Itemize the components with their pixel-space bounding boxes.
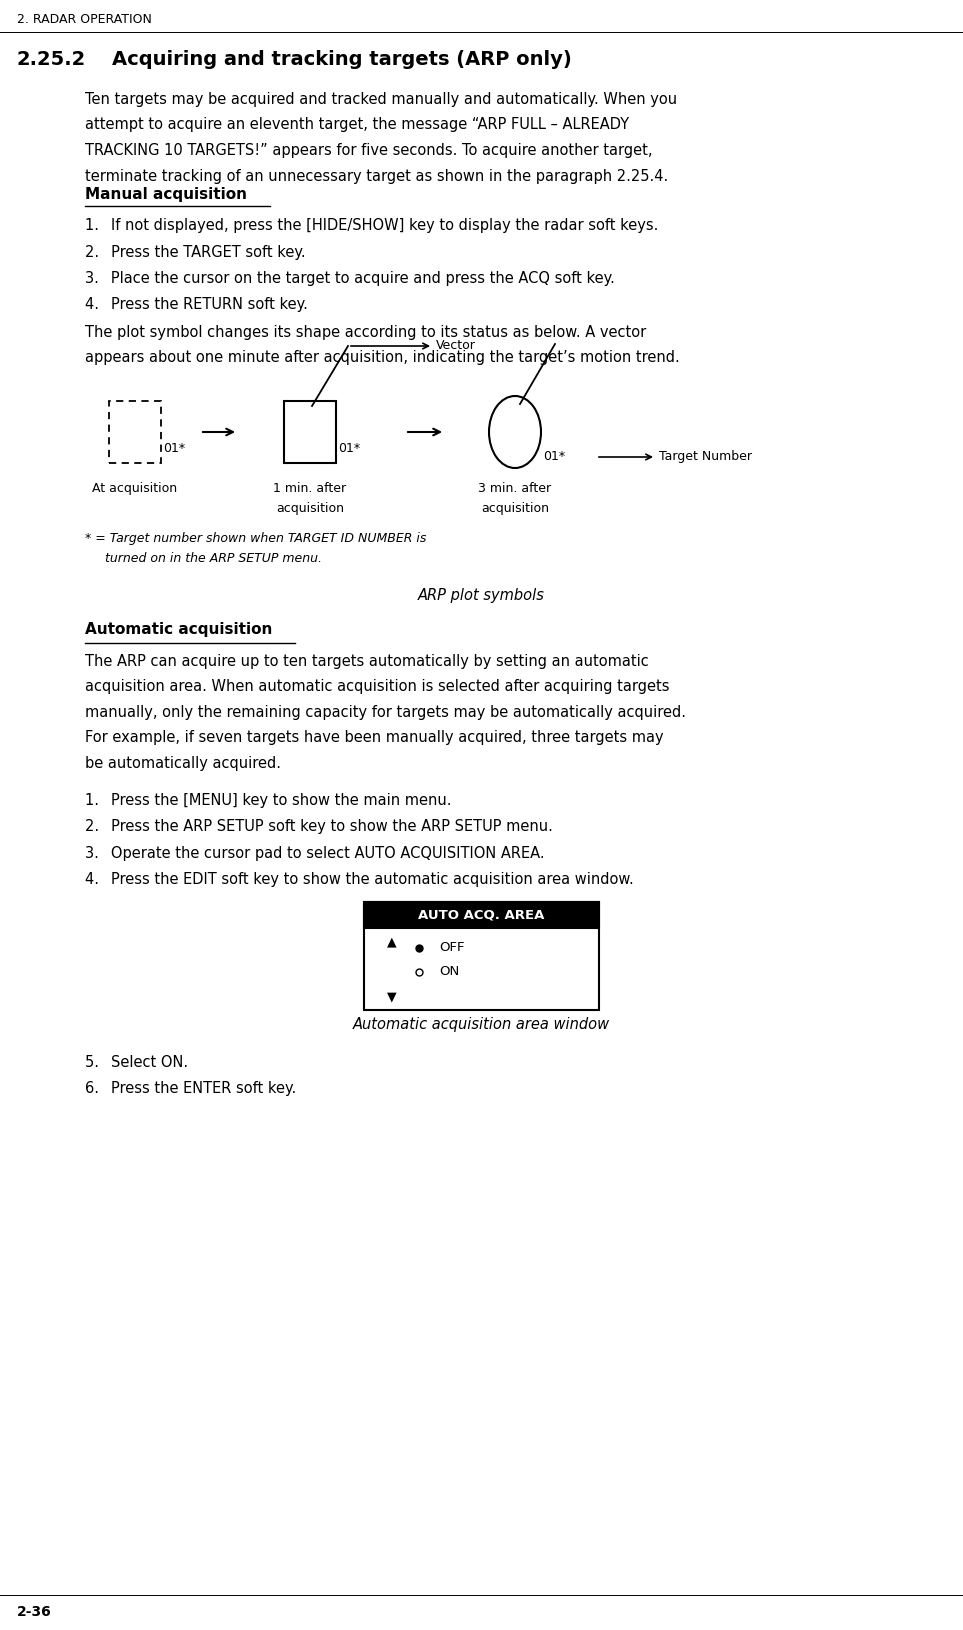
Text: acquisition: acquisition — [481, 502, 549, 515]
Text: AUTO ACQ. AREA: AUTO ACQ. AREA — [418, 908, 545, 921]
Bar — [109, 401, 161, 463]
Text: 01*: 01* — [163, 442, 185, 455]
Text: 2.25.2: 2.25.2 — [17, 51, 87, 68]
Text: ▼: ▼ — [387, 991, 397, 1004]
Text: 1.  Press the [MENU] key to show the main menu.: 1. Press the [MENU] key to show the main… — [85, 794, 452, 808]
Text: Acquiring and tracking targets (ARP only): Acquiring and tracking targets (ARP only… — [112, 51, 572, 68]
Text: 4.  Press the RETURN soft key.: 4. Press the RETURN soft key. — [85, 298, 308, 313]
Text: turned on in the ARP SETUP menu.: turned on in the ARP SETUP menu. — [85, 553, 322, 566]
Text: Manual acquisition: Manual acquisition — [85, 187, 247, 202]
Text: TRACKING 10 TARGETS!” appears for five seconds. To acquire another target,: TRACKING 10 TARGETS!” appears for five s… — [85, 143, 653, 158]
Bar — [364, 901, 599, 927]
Text: 01*: 01* — [338, 442, 360, 455]
Text: Automatic acquisition: Automatic acquisition — [85, 623, 273, 637]
Bar — [284, 401, 336, 463]
Text: 3.  Operate the cursor pad to select AUTO ACQUISITION AREA.: 3. Operate the cursor pad to select AUTO… — [85, 846, 545, 861]
Text: ▲: ▲ — [387, 936, 397, 949]
Text: Ten targets may be acquired and tracked manually and automatically. When you: Ten targets may be acquired and tracked … — [85, 91, 677, 108]
Text: attempt to acquire an eleventh target, the message “ARP FULL – ALREADY: attempt to acquire an eleventh target, t… — [85, 117, 629, 132]
Text: 1 min. after: 1 min. after — [273, 482, 347, 496]
Text: 01*: 01* — [543, 450, 565, 463]
Text: manually, only the remaining capacity for targets may be automatically acquired.: manually, only the remaining capacity fo… — [85, 706, 686, 720]
Text: Vector: Vector — [436, 339, 476, 352]
Text: 2.  Press the ARP SETUP soft key to show the ARP SETUP menu.: 2. Press the ARP SETUP soft key to show … — [85, 820, 553, 835]
Text: Automatic acquisition area window: Automatic acquisition area window — [352, 1017, 611, 1032]
Text: The ARP can acquire up to ten targets automatically by setting an automatic: The ARP can acquire up to ten targets au… — [85, 654, 649, 668]
Text: The plot symbol changes its shape according to its status as below. A vector: The plot symbol changes its shape accord… — [85, 324, 646, 341]
Text: 5.  Select ON.: 5. Select ON. — [85, 1055, 188, 1069]
Text: 3 min. after: 3 min. after — [479, 482, 552, 496]
Text: 3.  Place the cursor on the target to acquire and press the ACQ soft key.: 3. Place the cursor on the target to acq… — [85, 271, 614, 285]
Text: terminate tracking of an unnecessary target as shown in the paragraph 2.25.4.: terminate tracking of an unnecessary tar… — [85, 168, 668, 184]
Text: ARP plot symbols: ARP plot symbols — [418, 588, 545, 603]
Text: acquisition: acquisition — [276, 502, 344, 515]
Bar — [364, 901, 599, 1011]
Text: 2-36: 2-36 — [17, 1606, 52, 1619]
Text: OFF: OFF — [439, 942, 464, 955]
Text: For example, if seven targets have been manually acquired, three targets may: For example, if seven targets have been … — [85, 730, 664, 745]
Text: Target Number: Target Number — [659, 450, 752, 463]
Text: 1.  If not displayed, press the [HIDE/SHOW] key to display the radar soft keys.: 1. If not displayed, press the [HIDE/SHO… — [85, 218, 659, 233]
Text: ON: ON — [439, 965, 459, 978]
Text: be automatically acquired.: be automatically acquired. — [85, 756, 281, 771]
Text: 4.  Press the EDIT soft key to show the automatic acquisition area window.: 4. Press the EDIT soft key to show the a… — [85, 872, 634, 887]
Text: 6.  Press the ENTER soft key.: 6. Press the ENTER soft key. — [85, 1081, 297, 1097]
Text: At acquisition: At acquisition — [92, 482, 177, 496]
Text: 2.  Press the TARGET soft key.: 2. Press the TARGET soft key. — [85, 244, 305, 259]
Text: 2. RADAR OPERATION: 2. RADAR OPERATION — [17, 13, 152, 26]
Text: * = Target number shown when TARGET ID NUMBER is: * = Target number shown when TARGET ID N… — [85, 531, 427, 544]
Text: appears about one minute after acquisition, indicating the target’s motion trend: appears about one minute after acquisiti… — [85, 350, 680, 365]
Text: acquisition area. When automatic acquisition is selected after acquiring targets: acquisition area. When automatic acquisi… — [85, 680, 669, 694]
